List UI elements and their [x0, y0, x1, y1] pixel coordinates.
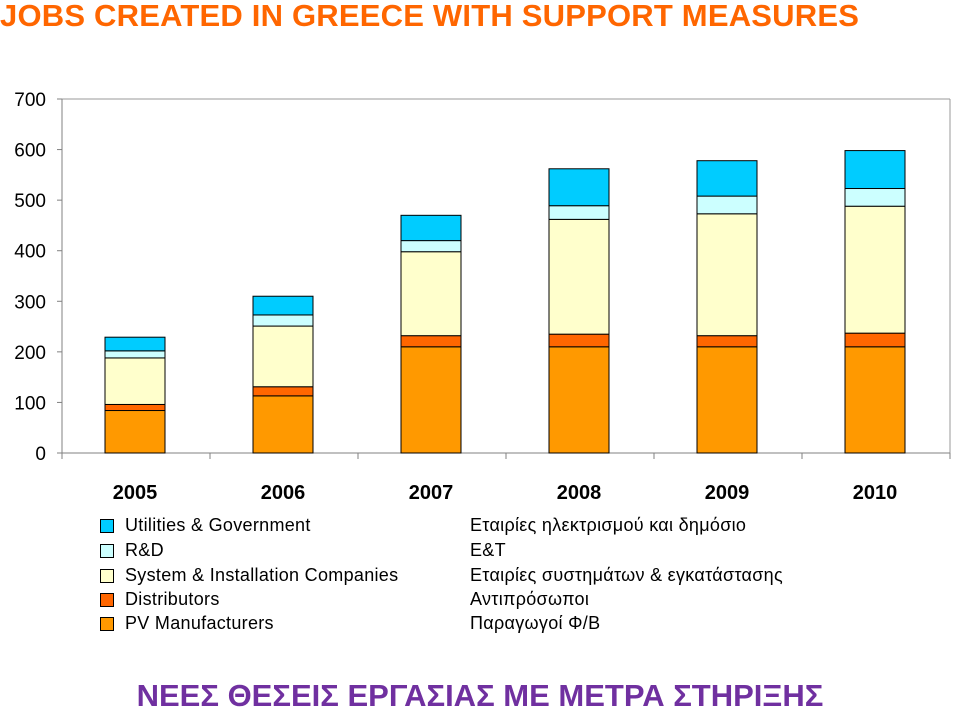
y-tick-label: 200: [14, 343, 46, 364]
legend-label-greek: Εταιρίες συστημάτων & εγκατάστασης: [470, 565, 783, 585]
bar-segment-system-installation-companies-2008: [548, 218, 610, 335]
bar-segment-pv-manufacturers-2008: [548, 346, 610, 454]
bar-segment-system-installation-companies-2005: [104, 357, 166, 405]
legend-swatch: [100, 544, 114, 558]
stacked-bar-chart: 0 100 200 300 400 500 600 700 2005 2006 2007 2008 20…: [14, 90, 951, 504]
legend-label-greek: Ε&Τ: [470, 540, 506, 560]
y-tick-label: 700: [14, 90, 46, 111]
chart-axes: [57, 98, 951, 459]
bar-segment-system-installation-companies-2010: [844, 205, 906, 334]
bar-segment-distributors-2007: [400, 335, 462, 348]
bar-segment-r-d-2007: [400, 240, 462, 253]
legend-label-greek: Εταιρίες ηλεκτρισμού και δημόσιο: [470, 515, 747, 535]
legend-swatch: [100, 569, 114, 583]
page-title: JOBS CREATED IN GREECE WITH SUPPORT MEAS…: [0, 0, 860, 33]
legend-label-greek: Παραγωγοί Φ/Β: [470, 613, 601, 633]
bar-segment-pv-manufacturers-2010: [844, 346, 906, 454]
x-tick-label: 2007: [409, 482, 454, 504]
legend-label: System & Installation Companies: [125, 565, 399, 585]
bar-segment-system-installation-companies-2007: [400, 251, 462, 337]
bar-segment-pv-manufacturers-2007: [400, 346, 462, 454]
x-tick-label: 2005: [113, 482, 158, 504]
legend-label: R&D: [125, 540, 164, 560]
legend-label: Utilities & Government: [125, 515, 311, 535]
legend-item-pv-manufacturers: PV Manufacturers Παραγωγοί Φ/Β: [100, 613, 900, 637]
x-tick-label: 2006: [261, 482, 306, 504]
bar-segment-r-d-2008: [548, 205, 610, 220]
bar-segment-r-d-2010: [844, 188, 906, 207]
legend-label-greek: Αντιπρόσωποι: [470, 589, 590, 609]
bar-segment-pv-manufacturers-2006: [252, 395, 314, 454]
bar-segment-distributors-2006: [252, 386, 314, 397]
bar-segment-pv-manufacturers-2009: [696, 346, 758, 454]
bar-segment-pv-manufacturers-2005: [104, 410, 166, 454]
bar-segment-system-installation-companies-2006: [252, 325, 314, 388]
bar-segment-system-installation-companies-2009: [696, 213, 758, 337]
bar-segment-utilities-government-2009: [696, 160, 758, 197]
bar-segment-r-d-2009: [696, 195, 758, 215]
chart-labels: 0 100 200 300 400 500 600 700 2005 2006 2007 2008 20…: [14, 90, 897, 504]
x-tick-label: 2010: [853, 482, 898, 504]
legend-item-system-installation: System & Installation Companies Εταιρίες…: [100, 565, 900, 589]
legend-item-distributors: Distributors Αντιπρόσωποι: [100, 589, 900, 613]
y-tick-label: 400: [14, 242, 46, 263]
legend-swatch: [100, 593, 114, 607]
x-tick-label: 2008: [557, 482, 602, 504]
y-tick-label: 100: [14, 393, 46, 414]
bar-segment-utilities-government-2005: [104, 336, 166, 352]
bar-segment-r-d-2006: [252, 314, 314, 327]
bar-segment-utilities-government-2006: [252, 295, 314, 316]
bar-segment-utilities-government-2007: [400, 214, 462, 242]
bar-segment-utilities-government-2010: [844, 150, 906, 190]
y-tick-label: 0: [35, 444, 46, 465]
legend-item-utilities: Utilities & Government Εταιρίες ηλεκτρισ…: [100, 515, 900, 539]
bar-segment-distributors-2005: [104, 403, 166, 412]
bar-segment-distributors-2010: [844, 332, 906, 348]
bar-segment-distributors-2009: [696, 335, 758, 348]
chart-bars: [104, 150, 906, 454]
legend-label: PV Manufacturers: [125, 613, 274, 633]
y-tick-label: 600: [14, 141, 46, 162]
page-subtitle: ΝΕΕΣ ΘΕΣΕΙΣ ΕΡΓΑΣΙΑΣ ΜΕ ΜΕΤΡΑ ΣΤΗΡΙΞΗΣ: [136, 678, 824, 713]
y-tick-label: 300: [14, 292, 46, 313]
x-tick-label: 2009: [705, 482, 750, 504]
bar-segment-utilities-government-2008: [548, 168, 610, 207]
bar-segment-r-d-2005: [104, 350, 166, 359]
legend-label: Distributors: [125, 589, 220, 609]
legend-swatch: [100, 519, 114, 533]
legend-swatch: [100, 617, 114, 631]
bar-segment-distributors-2008: [548, 333, 610, 348]
y-tick-label: 500: [14, 191, 46, 212]
legend-item-rd: R&D Ε&Τ: [100, 540, 900, 564]
